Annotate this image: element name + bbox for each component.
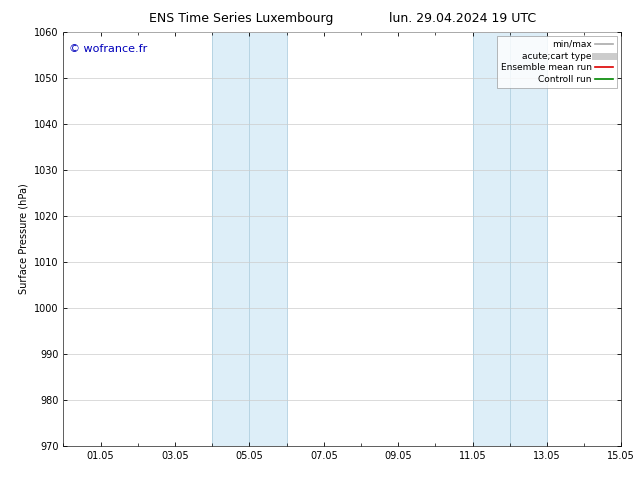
Text: ENS Time Series Luxembourg: ENS Time Series Luxembourg: [149, 12, 333, 25]
Bar: [472, 32, 547, 446]
Legend: min/max, acute;cart type, Ensemble mean run, Controll run: min/max, acute;cart type, Ensemble mean …: [497, 36, 617, 88]
Y-axis label: Surface Pressure (hPa): Surface Pressure (hPa): [18, 183, 29, 294]
Text: © wofrance.fr: © wofrance.fr: [69, 44, 147, 54]
Text: lun. 29.04.2024 19 UTC: lun. 29.04.2024 19 UTC: [389, 12, 536, 25]
Bar: [212, 32, 287, 446]
